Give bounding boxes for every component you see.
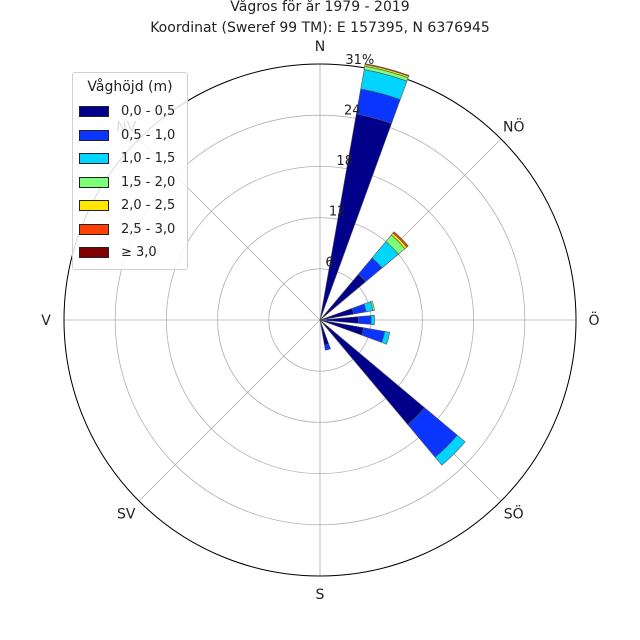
legend-item: 1,0 - 1,5	[79, 150, 187, 168]
legend: Våghöjd (m) 0,0 - 0,5 0,5 - 1,0 1,0 - 1,5 1…	[72, 72, 188, 270]
direction-label: SV	[117, 507, 136, 523]
bar-stacks	[319, 63, 466, 466]
legend-item: 2,0 - 2,5	[79, 197, 187, 215]
radial-tick-label: 24	[344, 103, 361, 118]
legend-swatch	[79, 176, 109, 188]
legend-label: 1,0 - 1,5	[121, 151, 176, 166]
legend-item: 2,5 - 3,0	[79, 221, 187, 239]
bar-segment	[434, 434, 466, 466]
legend-swatch	[79, 106, 109, 117]
radial-tick-label: 6	[325, 255, 333, 270]
plot-frame	[63, 63, 577, 577]
radial-tick-label: 31%	[345, 53, 374, 68]
chart-subtitle: Koordinat (Sweref 99 TM): E 157395, N 63…	[150, 20, 490, 36]
direction-label: N	[315, 39, 325, 55]
direction-label: S	[316, 587, 325, 603]
legend-swatch	[79, 223, 109, 235]
direction-label: SÖ	[504, 505, 524, 523]
radial-tick-labels: 6 12 18 24 31%	[325, 53, 374, 271]
legend-label: 0,0 - 0,5	[121, 104, 176, 119]
legend-label: 2,0 - 2,5	[121, 198, 176, 213]
bar-segment	[381, 331, 391, 345]
legend-label: 1,5 - 2,0	[121, 174, 176, 190]
legend-swatch	[79, 200, 109, 211]
legend-item: ≥ 3,0	[79, 244, 187, 262]
direction-label: V	[41, 313, 51, 329]
chart-title: Vågros för år 1979 - 2019	[230, 0, 410, 15]
legend-swatch	[79, 247, 109, 258]
radial-tick-label: 18	[336, 154, 353, 169]
legend-item: 1,5 - 2,0	[79, 174, 187, 192]
bar-segment	[361, 327, 386, 343]
legend-label: 2,5 - 3,0	[121, 221, 176, 237]
legend-label: 0,5 - 1,0	[121, 127, 176, 143]
legend-item: 0,5 - 1,0	[79, 127, 187, 145]
bar-segment	[370, 314, 375, 326]
bar-segment	[364, 63, 410, 77]
legend-label: ≥ 3,0	[121, 245, 157, 260]
bar-segment	[357, 315, 372, 325]
direction-label: NÖ	[503, 117, 525, 135]
legend-swatch	[79, 153, 109, 164]
bar-segment	[351, 303, 367, 315]
legend-title: Våghöjd (m)	[87, 79, 173, 95]
bar-segment	[370, 300, 375, 312]
bar-segment	[392, 231, 409, 248]
radial-tick-label: 12	[329, 205, 346, 220]
legend-item: 0,0 - 0,5	[79, 103, 187, 121]
bar-segment	[324, 343, 331, 351]
grid-spoke	[138, 319, 321, 502]
legend-swatch	[79, 129, 109, 141]
direction-label: Ö	[588, 311, 599, 329]
